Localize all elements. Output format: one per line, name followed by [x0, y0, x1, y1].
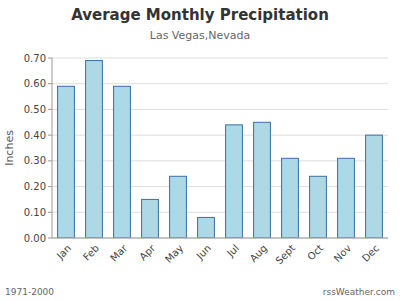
chart: Average Monthly Precipitation Las Vegas,N…	[0, 0, 400, 300]
bar	[142, 199, 159, 238]
x-tick-label: Jan	[54, 242, 73, 261]
y-grid	[52, 58, 388, 238]
bar	[310, 176, 327, 238]
bar	[58, 86, 75, 238]
y-axis: 0.00 0.10 0.20 0.30 0.40 0.50 0.60 0.70	[24, 53, 52, 244]
y-tick	[48, 109, 52, 110]
bar	[366, 135, 383, 238]
y-tick-label: 0.50	[24, 104, 46, 115]
footer-note: rssWeather.com	[323, 287, 395, 297]
y-tick-label: 0.40	[24, 130, 46, 141]
title: Average Monthly Precipitation	[71, 6, 329, 24]
y-tick	[48, 212, 52, 213]
y-tick-label: 0.20	[24, 181, 46, 192]
y-axis-label: Inches	[3, 130, 16, 166]
y-tick-label: 0.30	[24, 155, 46, 166]
bar	[226, 125, 243, 238]
bar	[254, 122, 271, 238]
x-tick-label: Aug	[248, 242, 270, 264]
footer-note: 1971-2000	[5, 287, 54, 297]
y-axis-line	[52, 58, 53, 238]
bar	[198, 217, 215, 238]
y-tick-label: 0.00	[24, 233, 46, 244]
y-tick	[48, 58, 52, 59]
x-tick-label: Mar	[108, 242, 130, 264]
x-tick-label: Oct	[305, 242, 325, 262]
x-tick-label: Nov	[332, 242, 354, 264]
x-axis: Jan Feb Mar AprMay Jun Jul AugSept Oct Nov Dec	[54, 242, 381, 267]
bar	[86, 61, 103, 238]
x-tick-label: Dec	[360, 242, 381, 263]
x-tick-label: Feb	[81, 242, 101, 262]
bar	[282, 158, 299, 238]
y-tick	[48, 186, 52, 187]
x-tick-label: Sept	[273, 242, 297, 266]
grid-line	[52, 58, 388, 59]
x-axis-line	[52, 238, 388, 239]
x-tick-label: Apr	[137, 242, 158, 263]
bar	[338, 158, 355, 238]
bar	[170, 176, 187, 238]
y-tick-label: 0.10	[24, 207, 46, 218]
bars	[58, 61, 383, 238]
y-tick	[48, 160, 52, 161]
y-tick-label: 0.70	[24, 53, 46, 64]
y-tick	[48, 238, 52, 239]
subtitle: Las Vegas,Nevada	[150, 29, 250, 42]
x-tick-label: Jul	[224, 242, 241, 259]
y-tick	[48, 83, 52, 84]
x-tick-label: May	[163, 242, 185, 264]
x-tick-label: Jun	[194, 242, 214, 262]
y-tick	[48, 135, 52, 136]
y-tick-label: 0.60	[24, 78, 46, 89]
bar	[114, 86, 131, 238]
grid-line	[52, 238, 388, 239]
